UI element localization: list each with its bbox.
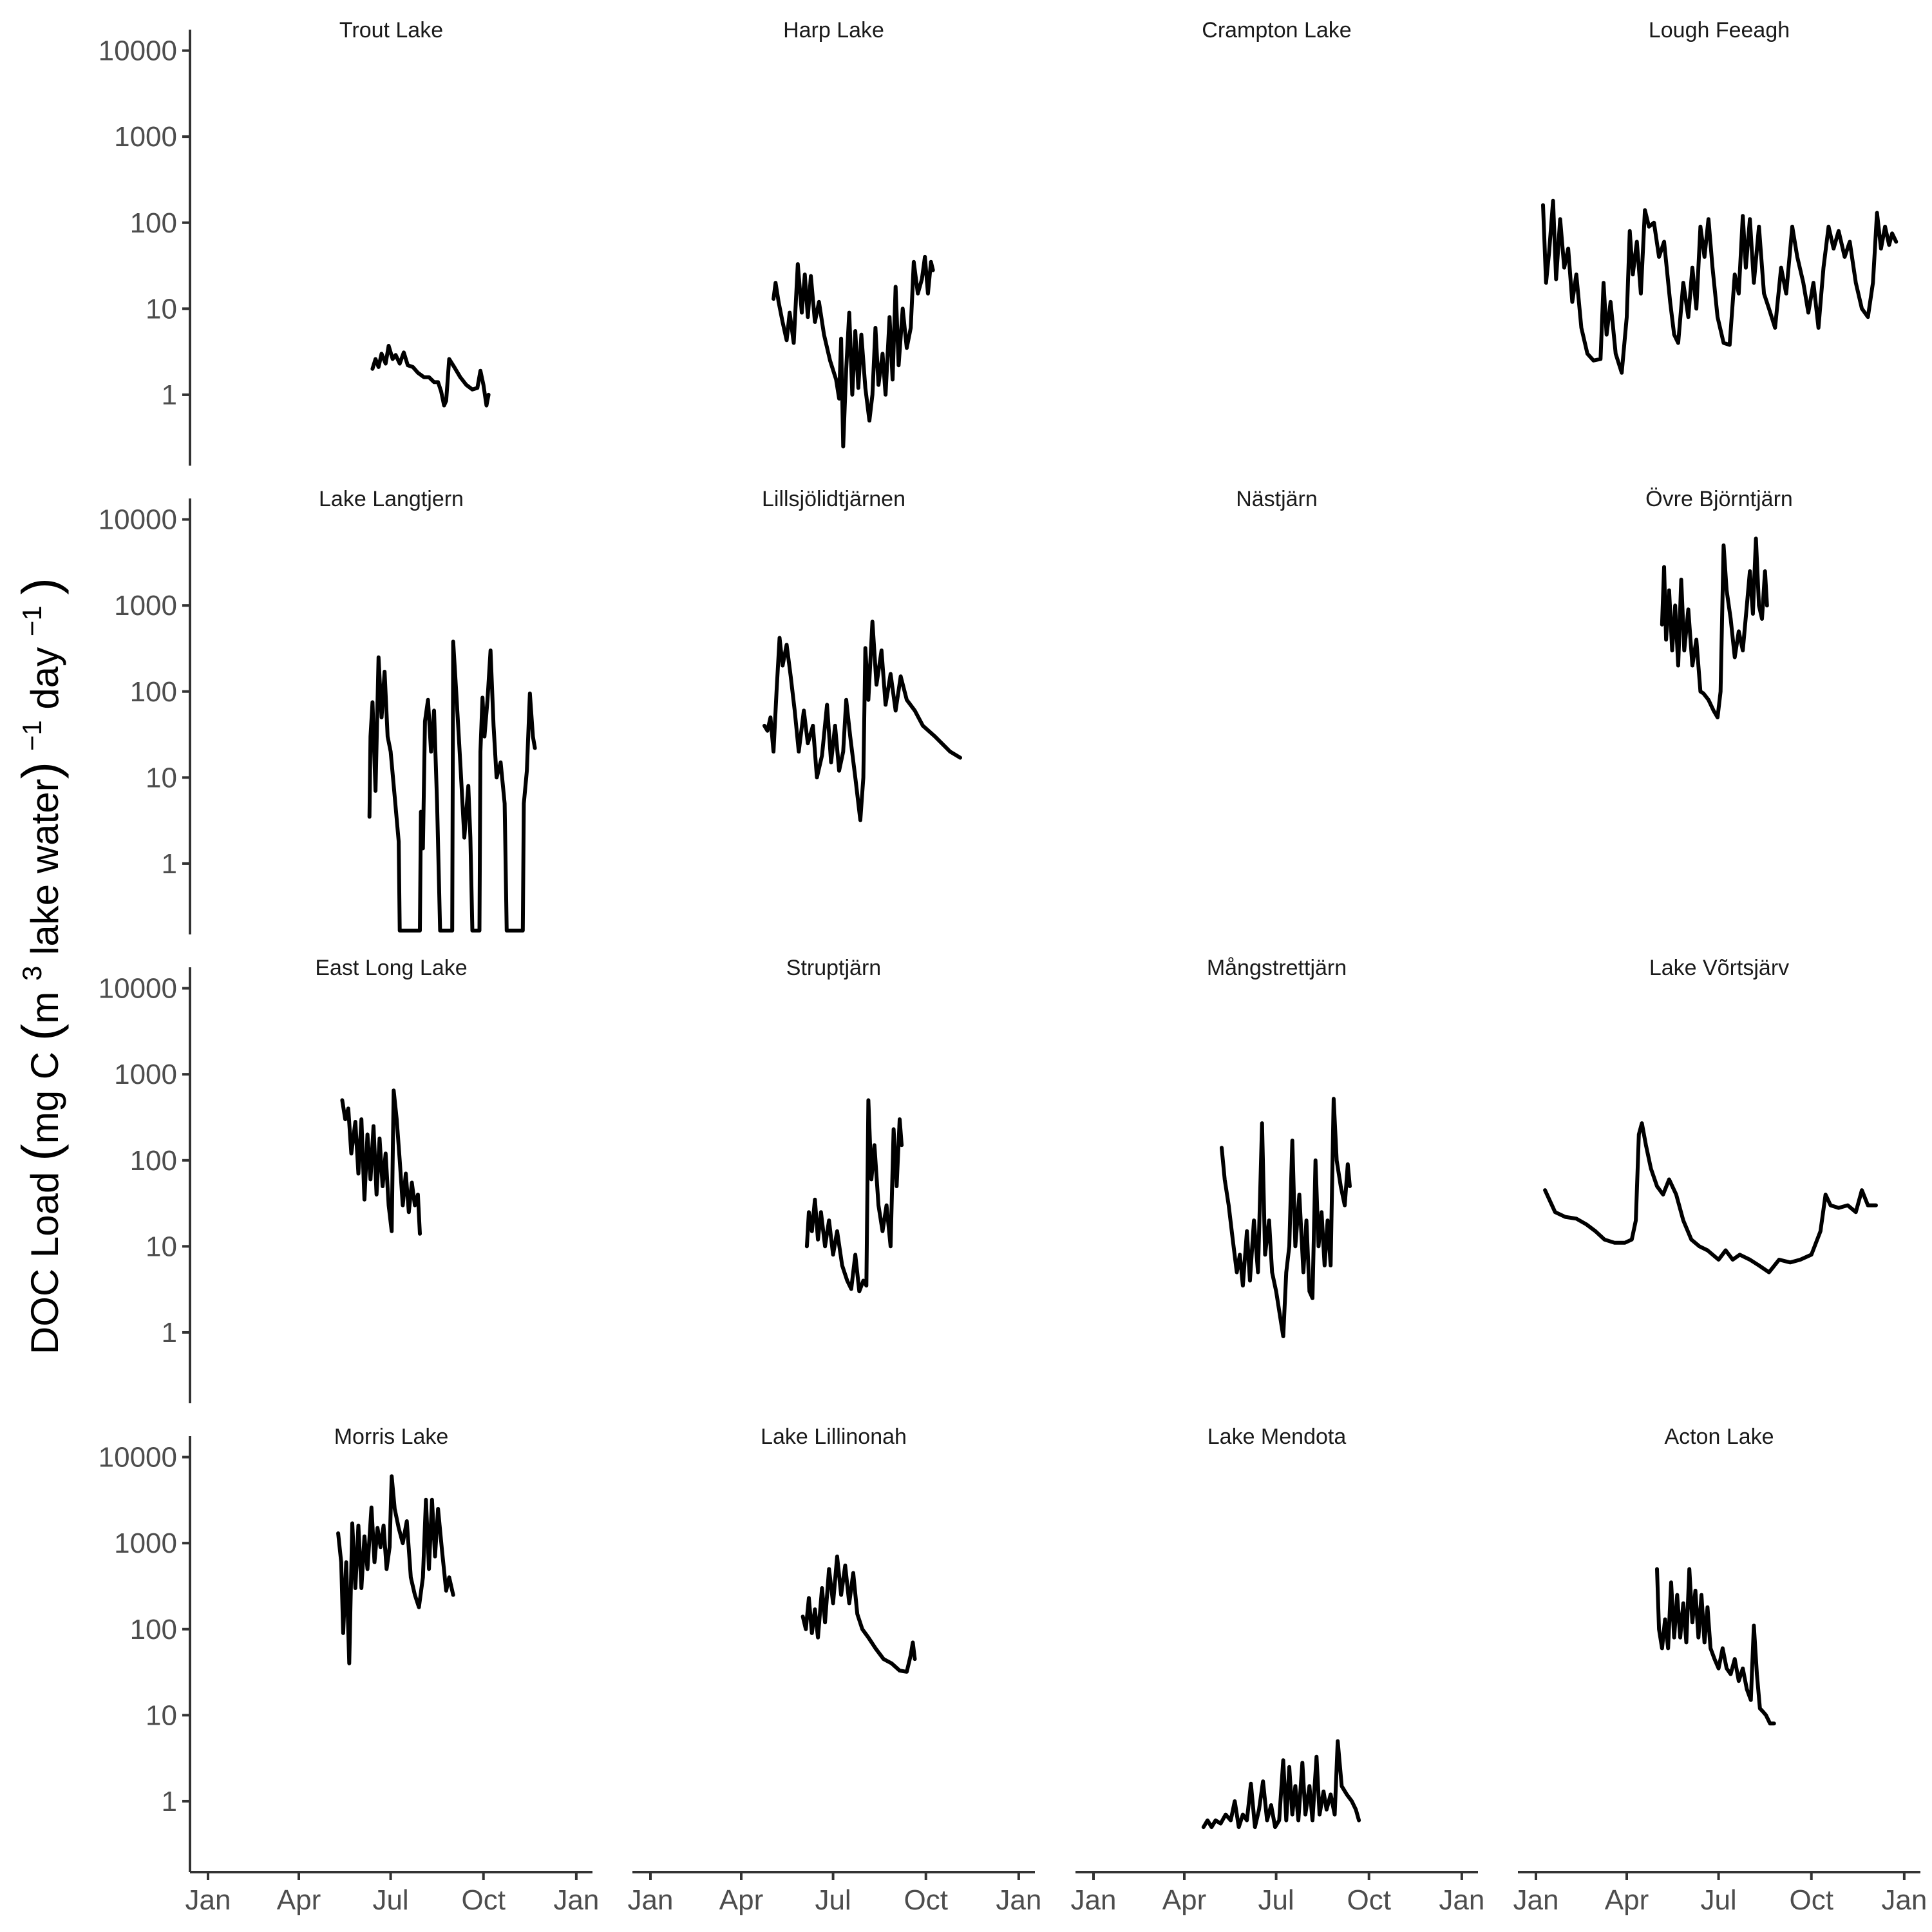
panel: East Long Lake 1 10 100 1000 10000 (99, 956, 468, 1403)
panel: Lillsjölidtjärnen (762, 487, 962, 822)
y-axis-label-exp-b: −1 (17, 605, 47, 636)
panel-title: Lough Feeagh (1649, 18, 1790, 43)
panel-title: Mångstrettjärn (1207, 956, 1347, 980)
y-tick-label: 10 (146, 1700, 177, 1731)
series-line (800, 1554, 917, 1674)
y-tick-label: 10000 (99, 973, 177, 1005)
y-axis-label: DOC Load (mg C (m 3 lake water) −1 day −… (6, 578, 69, 1354)
x-tick-label: Jan (553, 1884, 599, 1916)
x-tick-label: Jul (1258, 1884, 1294, 1916)
x-tick-label: Jan (1513, 1884, 1559, 1916)
y-axis-label-unit-c: lake water (23, 779, 66, 954)
y-axis-label-exp-a: −1 (17, 720, 47, 751)
panel-title: Lake Võrtsjärv (1649, 956, 1789, 980)
series-line (1543, 1121, 1878, 1274)
x-tick-label: Apr (1605, 1884, 1649, 1916)
panel-title: Struptjärn (786, 956, 881, 980)
x-tick-label: Oct (1347, 1884, 1391, 1916)
y-tick-label: 1000 (114, 1528, 177, 1559)
panel: Lake Võrtsjärv (1543, 956, 1878, 1274)
panel-title: Lake Lillinonah (761, 1425, 907, 1449)
y-tick-label: 1 (162, 848, 177, 880)
x-tick-label: Jan (628, 1884, 674, 1916)
panel-title: Lillsjölidtjärnen (762, 487, 905, 511)
panel-grid: Trout Lake 1 10 100 1000 10000 Harp Lake Crampt… (99, 18, 1927, 1916)
panel-title: Harp Lake (783, 18, 884, 43)
panel-title: Trout Lake (339, 18, 443, 43)
y-tick-label: 1 (162, 1317, 177, 1349)
y-axis-label-prefix: DOC Load (23, 1172, 66, 1354)
x-tick-label: Oct (904, 1884, 948, 1916)
y-tick-label: 10 (146, 293, 177, 325)
y-tick-label: 100 (130, 676, 177, 708)
x-tick-label: Jan (1439, 1884, 1484, 1916)
series-line (1541, 198, 1899, 375)
panel: Lake Langtjern 1 10 100 1000 10000 (99, 487, 537, 934)
y-tick-label: 10000 (99, 504, 177, 536)
y-tick-label: 100 (130, 1614, 177, 1645)
series-line (340, 1088, 422, 1236)
series-line (762, 620, 962, 822)
panel: Harp Lake (772, 18, 935, 449)
panel-title: Acton Lake (1664, 1425, 1774, 1449)
panel-title: Morris Lake (334, 1425, 449, 1449)
panel-title: Crampton Lake (1202, 18, 1351, 43)
panel: Acton Lake Jan Apr Jul Oct Jan (1513, 1425, 1927, 1916)
x-tick-label: Jul (372, 1884, 408, 1916)
panel: Lake Mendota Jan Apr Jul Oct Jan (1071, 1425, 1485, 1916)
x-tick-label: Jan (185, 1884, 231, 1916)
panel: Lake Lillinonah Jan Apr Jul Oct Jan (628, 1425, 1042, 1916)
x-tick-label: Oct (462, 1884, 506, 1916)
y-tick-label: 100 (130, 207, 177, 239)
panel: Crampton Lake (1202, 18, 1351, 43)
y-tick-label: 10000 (99, 1442, 177, 1473)
panel: Övre Björntjärn (1645, 487, 1793, 719)
panel: Nästjärn (1236, 487, 1318, 511)
y-tick-label: 1 (162, 1786, 177, 1817)
series-line (1220, 1097, 1352, 1338)
y-tick-label: 1000 (114, 121, 177, 153)
y-tick-label: 100 (130, 1145, 177, 1177)
series-line (1201, 1739, 1361, 1830)
panel-title: East Long Lake (315, 956, 467, 980)
y-tick-label: 10000 (99, 35, 177, 67)
x-tick-label: Jan (1071, 1884, 1117, 1916)
x-tick-label: Apr (277, 1884, 321, 1916)
y-axis-label-exp3: 3 (17, 966, 47, 981)
series-line (367, 639, 537, 933)
x-tick-label: Oct (1790, 1884, 1833, 1916)
panel: Trout Lake 1 10 100 1000 10000 (99, 18, 491, 466)
y-axis-label-unit-a: mg C (23, 1052, 66, 1144)
panel-title: Nästjärn (1236, 487, 1318, 511)
y-tick-label: 10 (146, 1231, 177, 1262)
panel: Morris Lake 1 10 100 1000 10000 Jan Apr Jul Oct Ja… (99, 1425, 600, 1916)
y-tick-label: 1000 (114, 590, 177, 621)
y-axis-label-unit-b: m (23, 992, 66, 1024)
series-line (370, 344, 491, 408)
x-tick-label: Jan (996, 1884, 1041, 1916)
series-line (1655, 1567, 1776, 1726)
x-tick-label: Jul (1700, 1884, 1736, 1916)
x-tick-label: Jul (815, 1884, 851, 1916)
panel: Struptjärn (786, 956, 904, 1294)
x-tick-label: Apr (1162, 1884, 1206, 1916)
panel: Mångstrettjärn (1207, 956, 1352, 1338)
series-line (1660, 536, 1769, 719)
series-line (804, 1098, 904, 1294)
panel-title: Lake Mendota (1208, 1425, 1347, 1449)
panel-title: Lake Langtjern (319, 487, 464, 511)
y-tick-label: 10 (146, 762, 177, 793)
series-line (336, 1474, 455, 1665)
y-tick-label: 1000 (114, 1059, 177, 1090)
x-tick-label: Apr (719, 1884, 763, 1916)
y-tick-label: 1 (162, 379, 177, 411)
panel: Lough Feeagh (1541, 18, 1899, 375)
x-tick-label: Jan (1881, 1884, 1927, 1916)
y-axis-label-unit-d: day (23, 647, 66, 710)
series-line (772, 254, 935, 449)
panel-title: Övre Björntjärn (1645, 487, 1793, 511)
